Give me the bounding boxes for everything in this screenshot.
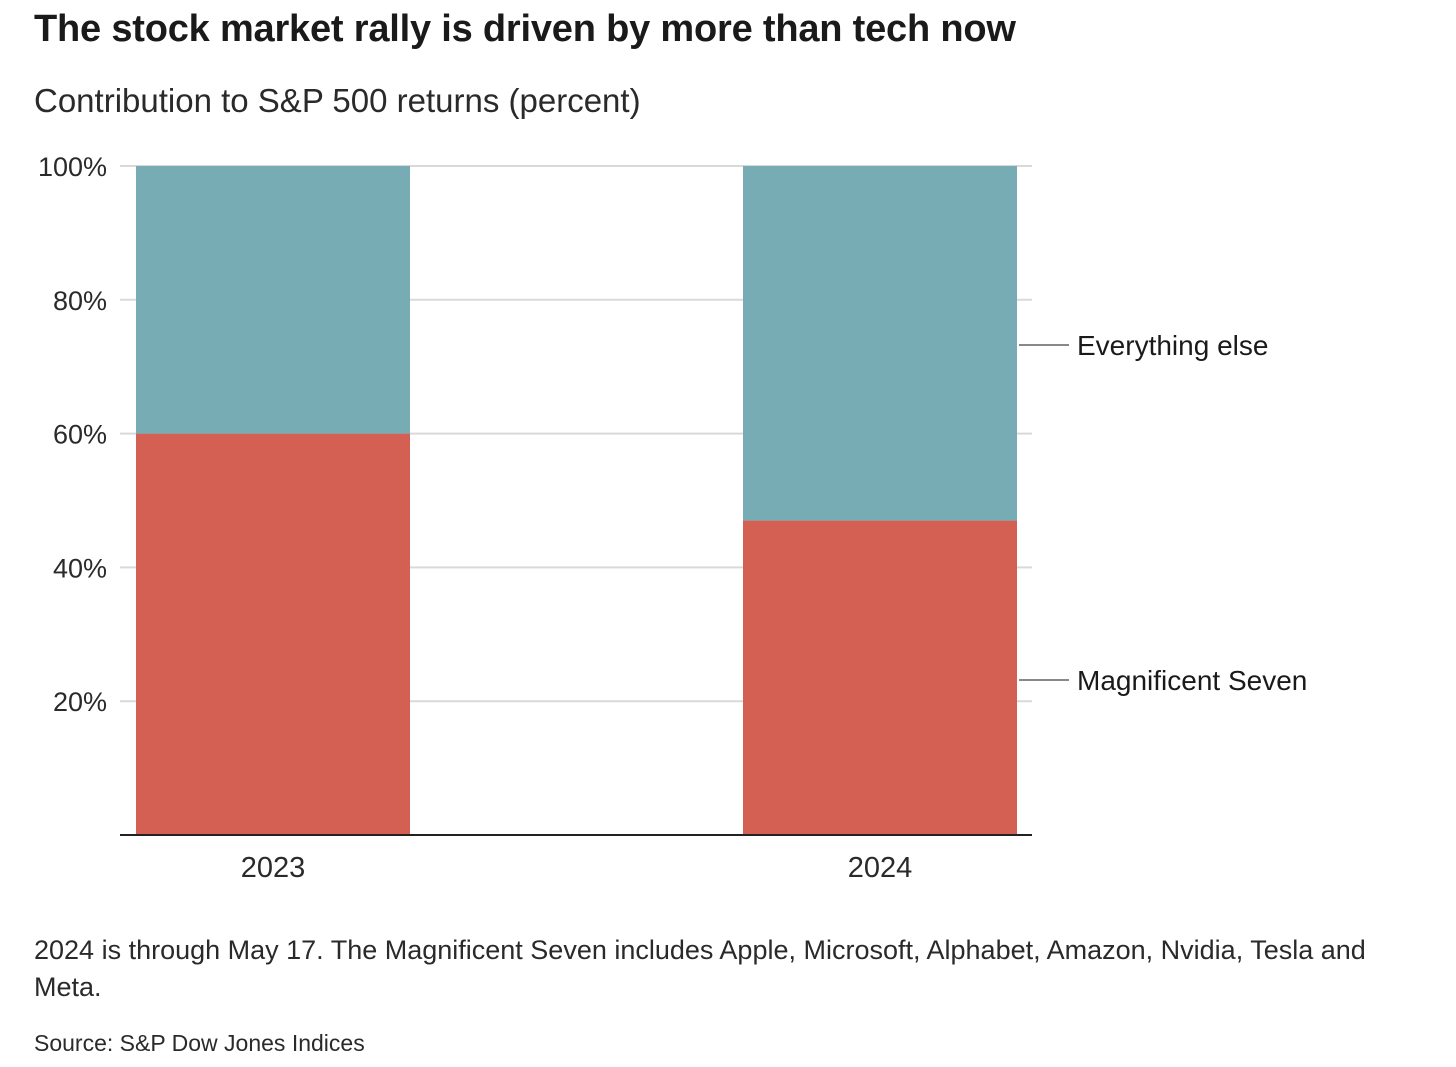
series-labels: Magnificent Seven Everything else xyxy=(1019,330,1307,696)
y-tick-label: 80% xyxy=(53,286,107,316)
bar-segment xyxy=(136,166,410,434)
bar-segment xyxy=(743,166,1017,521)
bars xyxy=(136,166,1017,835)
axes: 20% 40% 60% 80% 100% 2023 2024 xyxy=(38,152,1032,884)
series-label: Magnificent Seven xyxy=(1077,665,1307,696)
bar-segment xyxy=(136,433,410,835)
y-tick-label: 20% xyxy=(53,687,107,717)
bar-segment xyxy=(743,520,1017,835)
x-tick-label: 2023 xyxy=(241,852,306,884)
y-tick-label: 60% xyxy=(53,420,107,450)
chart-source: Source: S&P Dow Jones Indices xyxy=(34,1030,365,1056)
chart-title: The stock market rally is driven by more… xyxy=(34,8,1016,50)
chart-subtitle: Contribution to S&P 500 returns (percent… xyxy=(34,82,641,119)
series-label: Everything else xyxy=(1077,330,1268,361)
chart-note: 2024 is through May 17. The Magnificent … xyxy=(34,935,1366,1002)
stacked-bar-chart: 20% 40% 60% 80% 100% 2023 2024 Magnificent Sev… xyxy=(38,152,1307,884)
y-tick-label: 100% xyxy=(38,152,107,182)
y-tick-label: 40% xyxy=(53,553,107,583)
x-tick-label: 2024 xyxy=(848,852,913,884)
